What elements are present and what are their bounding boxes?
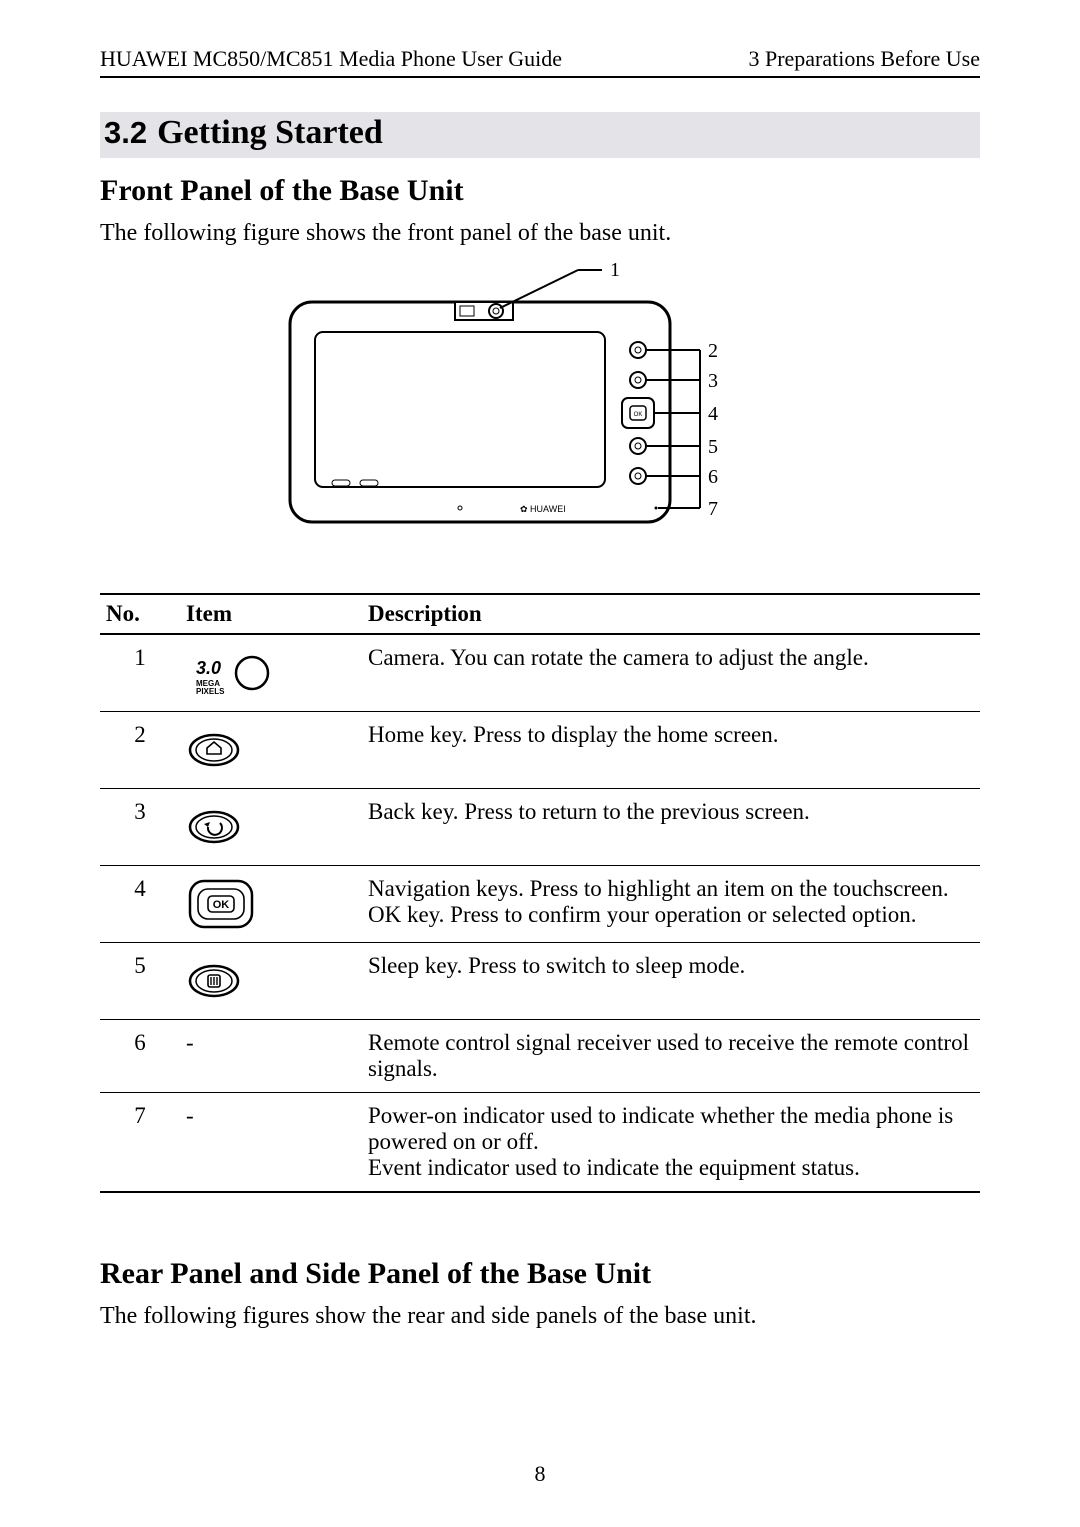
callout-1: 1 (610, 262, 620, 281)
row-item (180, 712, 362, 789)
row-item: - (180, 1020, 362, 1093)
table-row: 6 - Remote control signal receiver used … (100, 1020, 980, 1093)
callout-3: 3 (708, 370, 718, 392)
device-diagram: OK ✿ HUAWEI 1 2 3 4 5 6 7 (260, 262, 820, 552)
th-no: No. (100, 594, 180, 634)
page: HUAWEI MC850/MC851 Media Phone User Guid… (0, 0, 1080, 1527)
row-item: OK (180, 866, 362, 943)
row-desc: Back key. Press to return to the previou… (362, 789, 980, 866)
row-no: 3 (100, 789, 180, 866)
table-row: 2 Home key. Press to display the home sc… (100, 712, 980, 789)
row-no: 5 (100, 943, 180, 1020)
front-panel-figure: OK ✿ HUAWEI 1 2 3 4 5 6 7 (100, 262, 980, 557)
row-desc: Power-on indicator used to indicate whet… (362, 1093, 980, 1193)
row-desc: Navigation keys. Press to highlight an i… (362, 866, 980, 943)
row-desc: Home key. Press to display the home scre… (362, 712, 980, 789)
table-row: 1 3.0 MEGA PIXELS Camera. You can rotate… (100, 634, 980, 712)
page-number: 8 (0, 1461, 1080, 1487)
row-no: 4 (100, 866, 180, 943)
section-heading: 3.2 Getting Started (100, 112, 980, 158)
table-row: 4 OK Navigation keys. Press to highlight… (100, 866, 980, 943)
th-item: Item (180, 594, 362, 634)
row-no: 2 (100, 712, 180, 789)
row-no: 7 (100, 1093, 180, 1193)
front-panel-table: No. Item Description 1 3.0 MEGA PIXELS (100, 593, 980, 1193)
table-row: 3 Back key. Press to return to the previ… (100, 789, 980, 866)
home-key-icon (186, 732, 242, 768)
callout-7: 7 (708, 498, 718, 520)
row-desc: Sleep key. Press to switch to sleep mode… (362, 943, 980, 1020)
camera-icon: 3.0 MEGA PIXELS (186, 652, 286, 694)
brand-label: ✿ HUAWEI (520, 504, 566, 514)
row-desc: Camera. You can rotate the camera to adj… (362, 634, 980, 712)
row-item (180, 789, 362, 866)
header-right: 3 Preparations Before Use (748, 46, 980, 72)
subheading-rear-panel: Rear Panel and Side Panel of the Base Un… (100, 1257, 980, 1291)
svg-text:PIXELS: PIXELS (196, 687, 225, 694)
callout-4: 4 (708, 403, 718, 425)
section-title: Getting Started (157, 114, 383, 151)
th-desc: Description (362, 594, 980, 634)
sleep-key-icon (186, 963, 242, 999)
ok-label: OK (213, 899, 230, 911)
callout-2: 2 (708, 340, 718, 362)
row-item: 3.0 MEGA PIXELS (180, 634, 362, 712)
running-header: HUAWEI MC850/MC851 Media Phone User Guid… (100, 46, 980, 78)
ok-label-diagram: OK (634, 412, 643, 418)
callout-6: 6 (708, 466, 718, 488)
row-no: 1 (100, 634, 180, 712)
table-row: 5 Sleep key. Press to switch to slee (100, 943, 980, 1020)
front-panel-intro: The following figure shows the front pan… (100, 218, 980, 248)
table-row: 7 - Power-on indicator used to indicate … (100, 1093, 980, 1193)
rear-panel-intro: The following figures show the rear and … (100, 1301, 980, 1331)
back-key-icon (186, 809, 242, 845)
subheading-front-panel: Front Panel of the Base Unit (100, 174, 980, 208)
navigation-key-icon: OK (186, 877, 256, 931)
row-item (180, 943, 362, 1020)
row-item: - (180, 1093, 362, 1193)
header-left: HUAWEI MC850/MC851 Media Phone User Guid… (100, 46, 562, 72)
row-desc: Remote control signal receiver used to r… (362, 1020, 980, 1093)
callout-5: 5 (708, 436, 718, 458)
section-number: 3.2 (104, 115, 147, 150)
svg-text:3.0: 3.0 (196, 658, 221, 678)
row-no: 6 (100, 1020, 180, 1093)
